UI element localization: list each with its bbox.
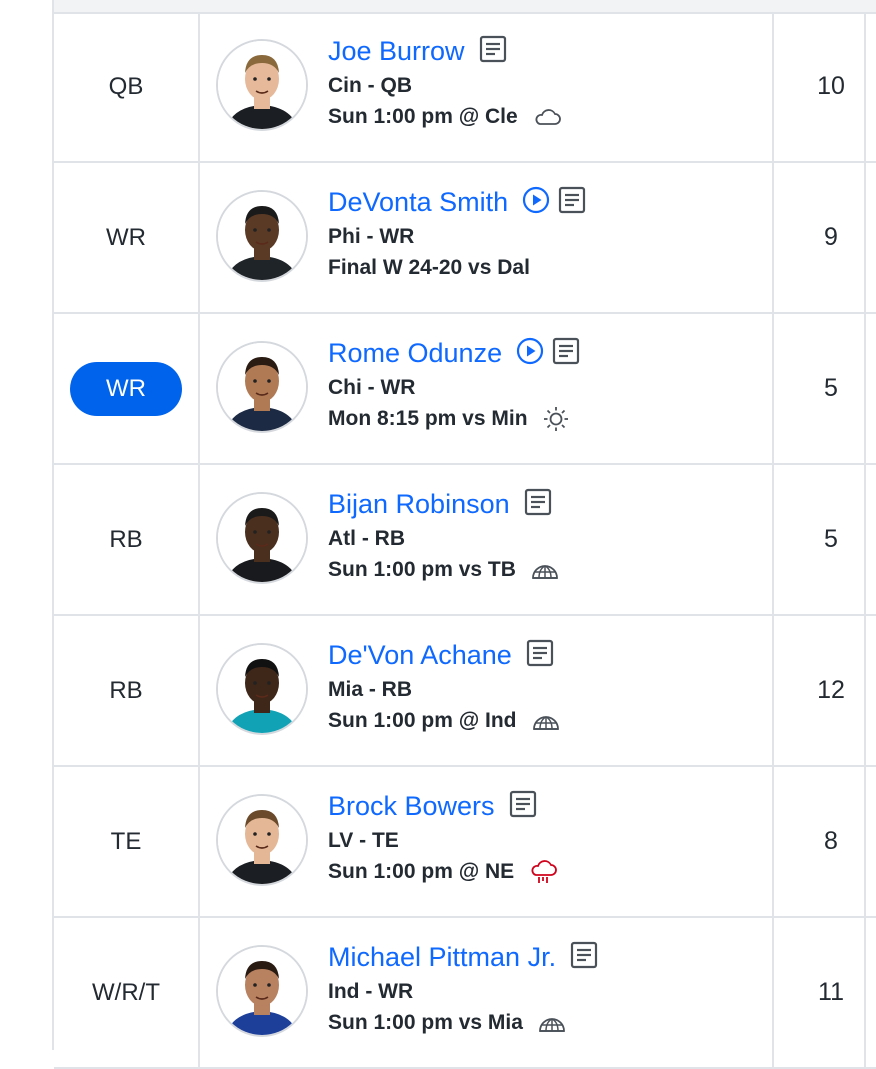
player-team-position: Phi - WR <box>328 225 415 248</box>
lineup-slot-label[interactable]: W/R/T <box>92 978 160 1006</box>
slot-cell: WR <box>54 314 200 463</box>
lineup-slot-label[interactable]: WR <box>106 223 146 251</box>
player-name-link[interactable]: De'Von Achane <box>328 639 512 670</box>
player-avatar[interactable] <box>216 643 308 735</box>
dome-icon <box>537 1011 567 1035</box>
player-team-position: Ind - WR <box>328 980 414 1003</box>
player-name-link[interactable]: Michael Pittman Jr. <box>328 941 557 972</box>
player-name-link[interactable]: Rome Odunze <box>328 337 503 368</box>
player-avatar[interactable] <box>216 39 308 131</box>
player-cell: DeVonta Smith Phi - WR Final W 24-20 vs Da… <box>200 163 774 312</box>
player-team-position: Cin - QB <box>328 74 412 97</box>
lineup-slot-label[interactable]: QB <box>108 72 144 100</box>
player-cell: Rome Odunze Chi - WR Mon 8:15 pm vs Min <box>200 314 774 463</box>
player-info: Bijan Robinson Atl - RB Sun 1:00 pm vs TB <box>328 486 560 586</box>
player-notes-icon[interactable] <box>509 790 537 823</box>
rain-icon <box>528 859 558 885</box>
slot-cell: RB <box>54 616 200 765</box>
player-info: DeVonta Smith Phi - WR Final W 24-20 vs Da… <box>328 184 586 284</box>
game-info: Sun 1:00 pm @ Cle <box>328 105 518 128</box>
player-team-position: Chi - WR <box>328 376 416 399</box>
player-avatar[interactable] <box>216 190 308 282</box>
stat-cell: 5 <box>774 314 866 463</box>
table-header-strip <box>54 0 876 14</box>
player-notes-icon[interactable] <box>479 35 507 68</box>
player-info: De'Von Achane Mia - RB Sun 1:00 pm @ Ind <box>328 637 561 737</box>
stat-cell: 8 <box>774 767 866 916</box>
player-avatar[interactable] <box>216 794 308 886</box>
table-row: RB De'Von Achane Mia - RB Sun 1:00 pm @ Ind… <box>54 616 876 767</box>
video-play-icon[interactable] <box>516 337 544 370</box>
player-cell: Bijan Robinson Atl - RB Sun 1:00 pm vs TB <box>200 465 774 614</box>
stat-cell: 12 <box>774 616 866 765</box>
player-info: Rome Odunze Chi - WR Mon 8:15 pm vs Min <box>328 335 580 435</box>
table-left-border <box>52 0 54 1050</box>
video-play-icon[interactable] <box>522 186 550 219</box>
player-name-link[interactable]: Bijan Robinson <box>328 488 510 519</box>
table-row: RB Bijan Robinson Atl - RB Sun 1:00 pm vs T… <box>54 465 876 616</box>
player-name-link[interactable]: DeVonta Smith <box>328 186 509 217</box>
player-team-position: LV - TE <box>328 829 399 852</box>
slot-cell: RB <box>54 465 200 614</box>
lineup-slot-label[interactable]: RB <box>109 676 143 704</box>
player-avatar[interactable] <box>216 492 308 584</box>
slot-cell: QB <box>54 12 200 161</box>
table-row: W/R/T Michael Pittman Jr. Ind - WR Sun 1:00… <box>54 918 876 1069</box>
table-row: TE Brock Bowers LV - TE Sun 1:00 pm @ NE 8 <box>54 767 876 918</box>
lineup-slot-label[interactable]: RB <box>109 525 143 553</box>
game-info: Sun 1:00 pm vs Mia <box>328 1011 523 1034</box>
lineup-slot-label[interactable]: TE <box>110 827 142 855</box>
player-cell: Brock Bowers LV - TE Sun 1:00 pm @ NE <box>200 767 774 916</box>
player-team-position: Mia - RB <box>328 678 412 701</box>
table-row: QB Joe Burrow Cin - QB Sun 1:00 pm @ Cle 10 <box>54 12 876 163</box>
player-notes-icon[interactable] <box>558 186 586 219</box>
game-info: Mon 8:15 pm vs Min <box>328 407 528 430</box>
dome-icon <box>531 709 561 733</box>
player-info: Brock Bowers LV - TE Sun 1:00 pm @ NE <box>328 788 558 888</box>
stat-value: 10 <box>817 72 845 100</box>
player-notes-icon[interactable] <box>524 488 552 521</box>
player-avatar[interactable] <box>216 341 308 433</box>
stat-cell: 5 <box>774 465 866 614</box>
player-cell: Michael Pittman Jr. Ind - WR Sun 1:00 pm v… <box>200 918 774 1067</box>
slot-cell: TE <box>54 767 200 916</box>
player-notes-icon[interactable] <box>570 941 598 974</box>
player-info: Michael Pittman Jr. Ind - WR Sun 1:00 pm v… <box>328 939 598 1039</box>
game-info: Sun 1:00 pm vs TB <box>328 558 516 581</box>
player-name-link[interactable]: Joe Burrow <box>328 35 465 66</box>
slot-cell: W/R/T <box>54 918 200 1067</box>
player-info: Joe Burrow Cin - QB Sun 1:00 pm @ Cle <box>328 33 562 133</box>
player-name-link[interactable]: Brock Bowers <box>328 790 495 821</box>
slot-cell: WR <box>54 163 200 312</box>
table-row: WR DeVonta Smith Phi - WR Final W 24-20 vs … <box>54 163 876 314</box>
stat-value: 8 <box>824 827 838 855</box>
game-info: Final W 24-20 vs Dal <box>328 256 530 279</box>
stat-cell: 10 <box>774 12 866 161</box>
stat-value: 11 <box>818 978 844 1006</box>
game-info: Sun 1:00 pm @ Ind <box>328 709 517 732</box>
dome-icon <box>530 558 560 582</box>
player-notes-icon[interactable] <box>526 639 554 672</box>
stat-cell: 9 <box>774 163 866 312</box>
player-team-position: Atl - RB <box>328 527 405 550</box>
player-avatar[interactable] <box>216 945 308 1037</box>
player-cell: Joe Burrow Cin - QB Sun 1:00 pm @ Cle <box>200 12 774 161</box>
stat-value: 5 <box>824 374 838 402</box>
table-row: WR Rome Odunze Chi - WR Mon 8:15 pm vs Min 5 <box>54 314 876 465</box>
stat-value: 9 <box>824 223 838 251</box>
sun-icon <box>542 405 570 433</box>
stat-cell: 11 <box>774 918 866 1067</box>
game-info: Sun 1:00 pm @ NE <box>328 860 515 883</box>
player-cell: De'Von Achane Mia - RB Sun 1:00 pm @ Ind <box>200 616 774 765</box>
stat-value: 12 <box>817 676 845 704</box>
player-notes-icon[interactable] <box>552 337 580 370</box>
cloud-icon <box>532 106 562 128</box>
lineup-slot-button-active[interactable]: WR <box>70 361 182 416</box>
stat-value: 5 <box>824 525 838 553</box>
